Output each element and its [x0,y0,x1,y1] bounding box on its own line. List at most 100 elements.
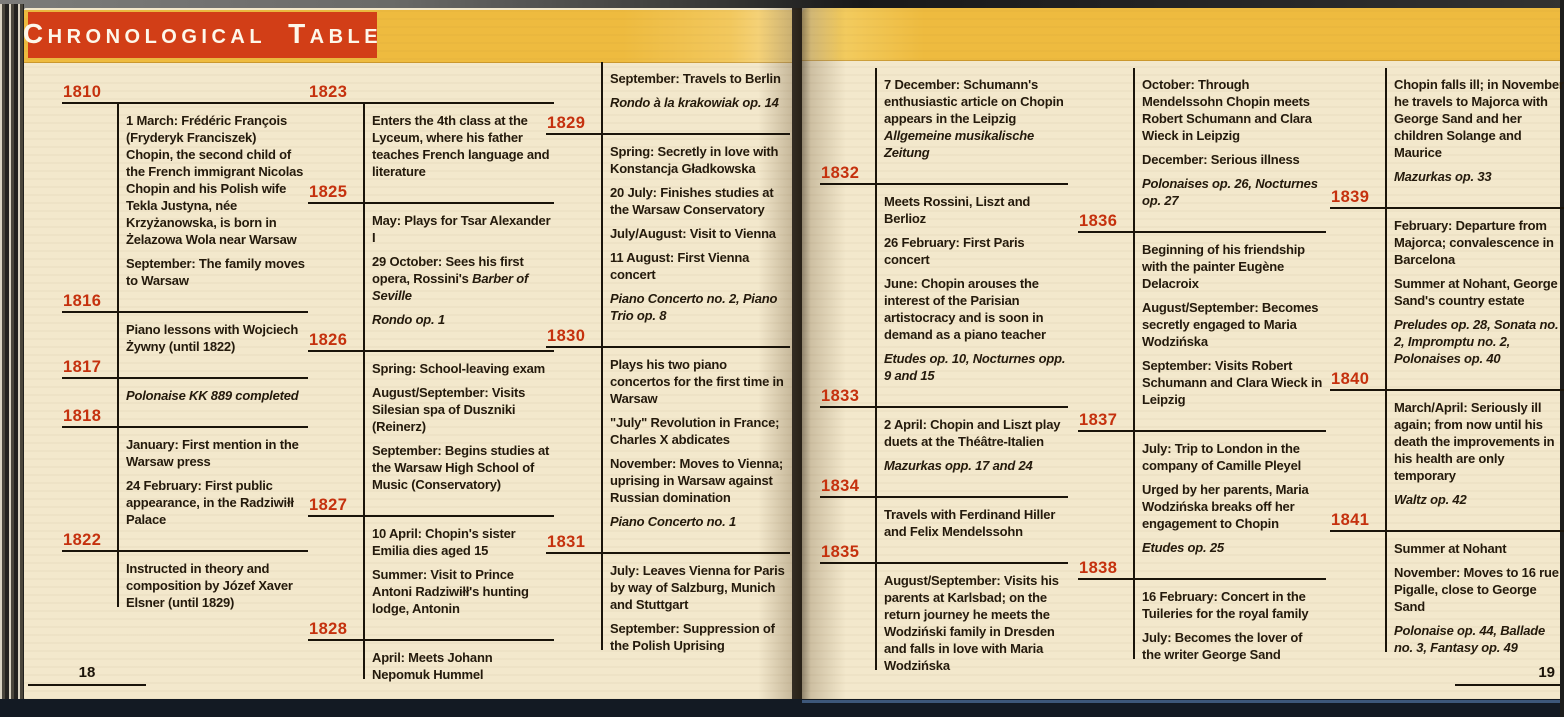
entry-text: 16 February: Concert in the Tuileries fo… [1142,589,1309,621]
photo-background-right [1560,0,1564,717]
timeline-section: 1810 1 March: Frédéric François (Fryderyk… [62,83,308,289]
entry-text: July: Leaves Vienna for Paris by way of … [610,563,785,612]
work-title: Mazurkas opp. 17 and 24 [884,458,1033,473]
year-label: 1828 [309,620,348,638]
work-title: Preludes op. 28, Sonata no. 2, Impromptu… [1394,317,1559,366]
section-entries: Instructed in theory and composition by … [62,552,308,611]
entry-text: November: Moves to Vienna; uprising in W… [610,456,783,505]
section-entries: Spring: Secretly in love with Konstancja… [546,135,790,324]
entry-text: September: Visits Robert Schumann and Cl… [1142,358,1323,407]
section-entries: 2 April: Chopin and Liszt play duets at … [820,408,1068,474]
page-title: Table [288,17,383,49]
entry-text: March/April: Seriously ill again; from n… [1394,400,1555,483]
entry-text: 11 August: First Vienna concert [610,250,750,282]
timeline-section: September: Travels to Berlin Rondo à la k… [546,62,790,111]
timeline-section: 1827 10 April: Chopin's sister Emilia die… [308,496,554,617]
entry-text: Piano lessons with Wojciech Żywny (until… [126,322,299,354]
timeline-section: 1829 Spring: Secretly in love with Konsta… [546,114,790,324]
section-entries: Travels with Ferdinand Hiller and Felix … [820,498,1068,540]
timeline-section: 1818 January: First mention in the Warsaw… [62,407,308,528]
entry-text: Urged by her parents, Maria Wodzińska br… [1142,482,1309,531]
entry-text: 7 December: Schumann's enthusiastic arti… [884,77,1064,160]
entry-text: Chopin falls ill; in November he travels… [1394,77,1564,160]
timeline-section: 1826 Spring: School-leaving exam August/Se… [308,331,554,493]
entry-text: 26 February: First Paris concert [884,235,1025,267]
page-stack-edge [0,4,24,710]
entry-text: September: Suppression of the Polish Upr… [610,621,775,653]
entry-text: Summer: Visit to Prince Antoni Radziwiłł… [372,567,529,616]
timeline-section: 1822 Instructed in theory and composition… [62,531,308,611]
timeline-column: Chopin falls ill; in November he travels… [1330,68,1564,663]
entry-text: July/August: Visit to Vienna [610,226,776,241]
section-entries: Spring: School-leaving exam August/Septem… [308,352,554,493]
year-label: 1829 [547,114,586,132]
year-label: 1834 [821,477,860,495]
section-entries: August/September: Visits his parents at … [820,564,1068,674]
year-label: 1833 [821,387,860,405]
entry-text: October: Through Mendelssohn Chopin meet… [1142,77,1312,143]
section-entries: February: Departure from Majorca; conval… [1330,209,1564,367]
entry-text: "July" Revolution in France; Charles X a… [610,415,780,447]
work-title: Piano Concerto no. 1 [610,514,737,529]
entry-text: 10 April: Chopin's sister Emilia dies ag… [372,526,516,558]
year-label: 1839 [1331,188,1370,206]
entry-text: July: Trip to London in the company of C… [1142,441,1302,473]
section-entries: July: Trip to London in the company of C… [1078,432,1326,556]
section-entries: 7 December: Schumann's enthusiastic arti… [820,68,1068,161]
entry-text: Enters the 4th class at the Lyceum, wher… [372,113,550,179]
section-entries: October: Through Mendelssohn Chopin meet… [1078,68,1326,209]
book-page-left [24,8,792,700]
page-title: Chronological [22,17,267,49]
year-label: 1825 [309,183,348,201]
section-entries: March/April: Seriously ill again; from n… [1330,391,1564,508]
timeline-section: 1838 16 February: Concert in the Tuilerie… [1078,559,1326,663]
timeline-section: 1839 February: Departure from Majorca; co… [1330,188,1564,367]
timeline-section: 1825 May: Plays for Tsar Alexander I 29 Oc… [308,183,554,328]
timeline-section: 1817 Polonaise KK 889 completed [62,358,308,404]
section-entries: January: First mention in the Warsaw pre… [62,428,308,528]
book-page-right [802,8,1562,700]
entry-text: April: Meets Johann Nepomuk Hummel [372,650,493,682]
year-label: 1816 [63,292,102,310]
column-divider-line [1133,68,1135,659]
entry-text: Summer at Nohant [1394,541,1507,556]
work-title: Polonaises op. 26, Nocturnes op. 27 [1142,176,1318,208]
work-title: Rondo à la krakowiak op. 14 [610,95,779,110]
timeline-section: 1830 Plays his two piano concertos for th… [546,327,790,530]
timeline-section: 1832 Meets Rossini, Liszt and Berlioz 26 F… [820,164,1068,384]
year-label: 1840 [1331,370,1370,388]
column-divider-line [363,102,365,679]
entry-text: 20 July: Finishes studies at the Warsaw … [610,185,774,217]
year-label: 1837 [1079,411,1118,429]
entry-text: Meets Rossini, Liszt and Berlioz [884,194,1031,226]
page-number-right: 19 [1455,664,1563,686]
entry-text: August/September: Visits Silesian spa of… [372,385,526,434]
entry-text: Spring: School-leaving exam [372,361,546,376]
timeline-section: 1828 April: Meets Johann Nepomuk Hummel [308,620,554,683]
year-label: 1841 [1331,511,1370,529]
section-entries: Enters the 4th class at the Lyceum, wher… [308,104,554,180]
section-entries: May: Plays for Tsar Alexander I 29 Octobe… [308,204,554,328]
work-title: Polonaise KK 889 completed [126,388,299,403]
timeline-section: 1841 Summer at Nohant November: Moves to 1… [1330,511,1564,656]
timeline-section: 1834 Travels with Ferdinand Hiller and Fe… [820,477,1068,540]
chapter-title-banner: Chronological Table [23,12,378,58]
timeline-section: 1831 July: Leaves Vienna for Paris by way… [546,533,790,654]
year-label: 1830 [547,327,586,345]
timeline-section: 1840 March/April: Seriously ill again; fr… [1330,370,1564,508]
column-divider-line [117,102,119,607]
year-label: 1835 [821,543,860,561]
work-title: Piano Concerto no. 2, Piano Trio op. 8 [610,291,778,323]
timeline-section: 1833 2 April: Chopin and Liszt play duets… [820,387,1068,474]
photo-background-bottom [0,699,1564,717]
header-band [802,8,1562,61]
entry-text: September: Travels to Berlin [610,71,781,86]
timeline-section: 1823 Enters the 4th class at the Lyceum, … [308,83,554,180]
entry-text: July: Becomes the lover of the writer Ge… [1142,630,1303,662]
year-label: 1823 [309,83,348,101]
entry-text: August/September: Becomes secretly engag… [1142,300,1319,349]
section-entries: Polonaise KK 889 completed [62,379,308,404]
photo-background-top [0,0,1564,10]
entry-text: September: The family moves to Warsaw [126,256,305,288]
section-entries: Chopin falls ill; in November he travels… [1330,68,1564,185]
